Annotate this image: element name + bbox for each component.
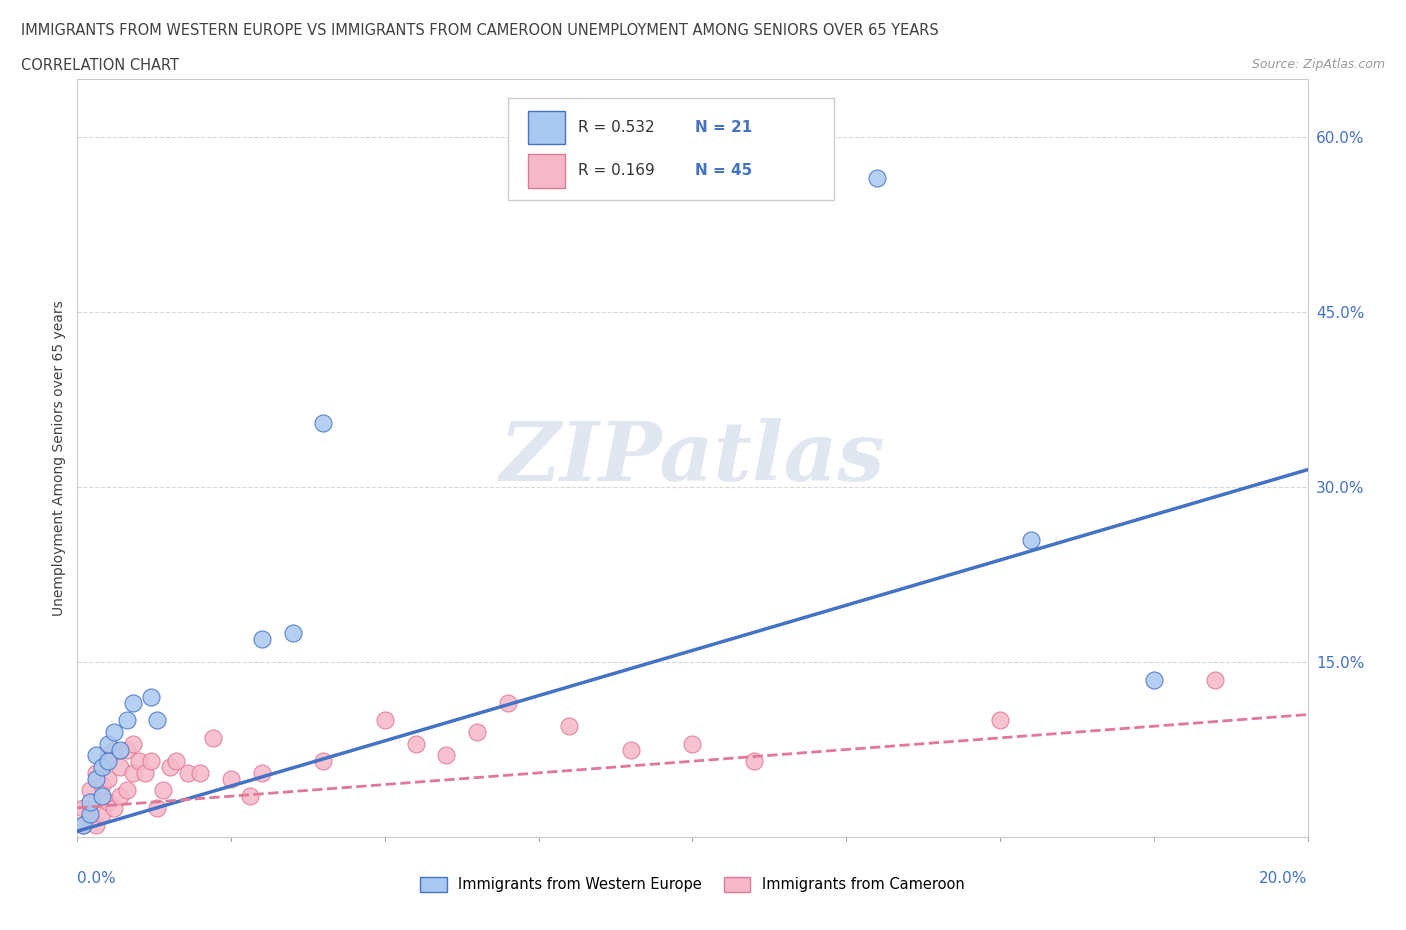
FancyBboxPatch shape bbox=[527, 111, 565, 144]
Point bbox=[103, 724, 125, 739]
Point bbox=[682, 737, 704, 751]
Point bbox=[110, 789, 132, 804]
Point bbox=[165, 753, 187, 768]
Point bbox=[72, 817, 94, 832]
Point bbox=[128, 753, 150, 768]
Point bbox=[405, 737, 427, 751]
Point bbox=[97, 748, 120, 763]
Point bbox=[84, 765, 107, 780]
Point bbox=[281, 626, 304, 641]
Point bbox=[90, 806, 114, 821]
Point bbox=[312, 753, 335, 768]
Point bbox=[103, 801, 125, 816]
Point bbox=[177, 765, 200, 780]
Point bbox=[72, 817, 94, 832]
Point bbox=[146, 713, 169, 728]
FancyBboxPatch shape bbox=[527, 154, 565, 188]
Point bbox=[188, 765, 212, 780]
Point bbox=[201, 730, 224, 745]
Point bbox=[115, 713, 138, 728]
Point bbox=[84, 748, 107, 763]
Point bbox=[250, 765, 273, 780]
Point bbox=[97, 737, 120, 751]
Point bbox=[1143, 672, 1166, 687]
Point bbox=[79, 783, 101, 798]
FancyBboxPatch shape bbox=[508, 98, 834, 200]
Point bbox=[620, 742, 643, 757]
Text: ZIPatlas: ZIPatlas bbox=[499, 418, 886, 498]
Point bbox=[84, 817, 107, 832]
Point bbox=[141, 753, 163, 768]
Point bbox=[141, 690, 163, 705]
Point bbox=[312, 416, 335, 431]
Text: IMMIGRANTS FROM WESTERN EUROPE VS IMMIGRANTS FROM CAMEROON UNEMPLOYMENT AMONG SE: IMMIGRANTS FROM WESTERN EUROPE VS IMMIGR… bbox=[21, 23, 939, 38]
Point bbox=[866, 171, 889, 186]
Text: R = 0.532: R = 0.532 bbox=[578, 120, 655, 135]
Point bbox=[496, 696, 519, 711]
Y-axis label: Unemployment Among Seniors over 65 years: Unemployment Among Seniors over 65 years bbox=[52, 300, 66, 616]
Point bbox=[159, 760, 181, 775]
Text: N = 21: N = 21 bbox=[695, 120, 752, 135]
Point bbox=[84, 771, 107, 786]
Point bbox=[110, 760, 132, 775]
Point bbox=[1204, 672, 1226, 687]
Point bbox=[558, 719, 581, 734]
Point bbox=[103, 742, 125, 757]
Point bbox=[121, 696, 143, 711]
Point bbox=[84, 794, 107, 809]
Text: CORRELATION CHART: CORRELATION CHART bbox=[21, 58, 179, 73]
Point bbox=[250, 631, 273, 646]
Point bbox=[134, 765, 156, 780]
Point bbox=[97, 771, 120, 786]
Text: 20.0%: 20.0% bbox=[1260, 871, 1308, 886]
Point bbox=[152, 783, 174, 798]
Text: Source: ZipAtlas.com: Source: ZipAtlas.com bbox=[1251, 58, 1385, 71]
Point bbox=[219, 771, 242, 786]
Point bbox=[436, 748, 458, 763]
Text: R = 0.169: R = 0.169 bbox=[578, 164, 655, 179]
Point bbox=[97, 794, 120, 809]
Point bbox=[79, 806, 101, 821]
Point bbox=[374, 713, 396, 728]
Point bbox=[110, 742, 132, 757]
Point bbox=[79, 812, 101, 827]
Point bbox=[90, 760, 114, 775]
Point bbox=[239, 789, 262, 804]
Point bbox=[115, 783, 138, 798]
Legend: Immigrants from Western Europe, Immigrants from Cameroon: Immigrants from Western Europe, Immigran… bbox=[415, 870, 970, 898]
Point bbox=[90, 777, 114, 792]
Point bbox=[121, 737, 143, 751]
Point bbox=[742, 753, 765, 768]
Point bbox=[79, 794, 101, 809]
Point bbox=[115, 742, 138, 757]
Point bbox=[465, 724, 488, 739]
Point bbox=[97, 753, 120, 768]
Point bbox=[90, 789, 114, 804]
Point bbox=[146, 801, 169, 816]
Point bbox=[988, 713, 1011, 728]
Text: N = 45: N = 45 bbox=[695, 164, 752, 179]
Point bbox=[72, 801, 94, 816]
Point bbox=[121, 765, 143, 780]
Point bbox=[1019, 532, 1042, 547]
Text: 0.0%: 0.0% bbox=[77, 871, 117, 886]
